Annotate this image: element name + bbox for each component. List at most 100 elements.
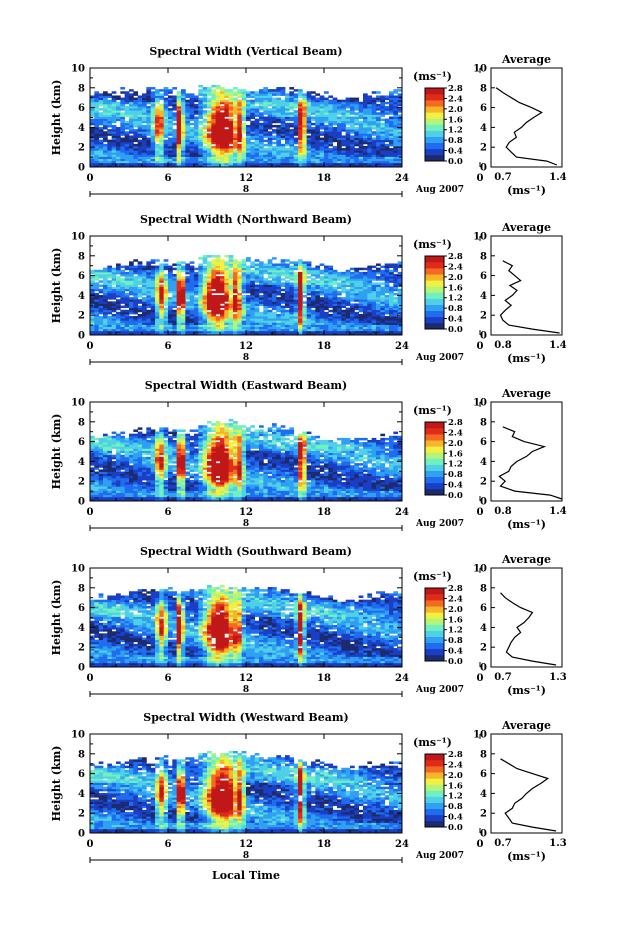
heatmap-cell <box>385 119 390 122</box>
average-title: Average <box>501 221 551 234</box>
heatmap-cell <box>324 266 329 269</box>
heatmap-cell <box>389 117 394 120</box>
colorbar-tick-label: 1.6 <box>448 115 463 125</box>
heatmap-cell <box>94 91 99 94</box>
heatmap-cell <box>99 270 104 273</box>
colorbar-swatch <box>425 106 444 112</box>
heatmap-cell <box>229 270 234 273</box>
x-tick-label: 12 <box>239 173 253 184</box>
heatmap-cell <box>185 276 190 279</box>
heatmap-cell <box>151 87 156 90</box>
average-x-tick-label: 1.4 <box>549 340 566 351</box>
heatmap-cell <box>272 263 277 266</box>
heatmap-cell <box>224 129 229 132</box>
average-unit: (ms⁻¹) <box>507 352 546 365</box>
heatmap-cell <box>302 295 307 298</box>
heatmap-cell <box>333 287 338 290</box>
heatmap-cell <box>250 91 255 94</box>
heatmap-cell <box>203 131 208 134</box>
heatmap-cell <box>346 270 351 273</box>
colorbar-tick-label: 0.4 <box>448 315 463 325</box>
heatmap-cell <box>112 287 117 290</box>
heatmap-cell <box>164 308 169 311</box>
colorbar-swatch <box>425 286 444 292</box>
heatmap-cell <box>181 266 186 269</box>
heatmap-cell <box>151 266 156 269</box>
heatmap-cell <box>190 266 195 269</box>
heatmap-cell <box>120 266 125 269</box>
heatmap-cell <box>268 310 273 313</box>
average-y-tick-label: 2 <box>480 311 487 322</box>
heatmap-cell <box>259 89 264 92</box>
heatmap-cell <box>99 289 104 292</box>
day-label: 8 <box>243 353 249 363</box>
heatmap-cell <box>198 89 203 92</box>
heatmap-cell <box>341 310 346 313</box>
heatmap-cell <box>315 93 320 96</box>
heatmap-cell <box>164 259 169 262</box>
heatmap-cell <box>372 138 377 141</box>
heatmap-cell <box>372 131 377 134</box>
heatmap-cell <box>168 108 173 111</box>
heatmap-cell <box>229 119 234 122</box>
heatmap-cell <box>372 98 377 101</box>
heatmap-cell <box>359 268 364 271</box>
heatmap-cell <box>116 299 121 302</box>
heatmap-cell <box>263 140 268 143</box>
heatmap-cell <box>298 100 303 103</box>
heatmap-cell <box>172 95 177 98</box>
heatmap-cell <box>328 95 333 98</box>
heatmap-cell <box>285 280 290 283</box>
heatmap-cell <box>289 87 294 90</box>
heatmap-cell <box>207 261 212 264</box>
heatmap-cell <box>350 272 355 275</box>
heatmap-cell <box>164 274 169 277</box>
colorbar-swatch <box>425 311 444 317</box>
heatmap-cell <box>207 110 212 113</box>
heatmap-cell <box>142 125 147 128</box>
heatmap-cell <box>164 87 169 90</box>
heatmap-cell <box>311 310 316 313</box>
heatmap-cell <box>233 295 238 298</box>
colorbar-tick-label: 1.2 <box>448 126 463 136</box>
heatmap-cell <box>155 89 160 92</box>
heatmap-cell <box>194 297 199 300</box>
heatmap-cell <box>385 316 390 319</box>
heatmap-cell <box>341 297 346 300</box>
heatmap-cell <box>207 87 212 90</box>
heatmap-cell <box>276 297 281 300</box>
heatmap-cell <box>346 308 351 311</box>
heatmap-cell <box>142 93 147 96</box>
heatmap-cell <box>229 146 234 149</box>
heatmap-cell <box>311 95 316 98</box>
heatmap-cell <box>90 467 95 470</box>
colorbar-swatch <box>425 125 444 131</box>
y-tick-label: 8 <box>78 251 85 262</box>
heatmap-cell <box>259 312 264 315</box>
heatmap-cell <box>285 148 290 151</box>
heatmap-cell <box>268 280 273 283</box>
heatmap-cell <box>350 135 355 138</box>
heatmap-cell <box>367 95 372 98</box>
colorbar-swatch <box>425 131 444 137</box>
heatmap-cell <box>259 123 264 126</box>
heatmap-cell <box>337 291 342 294</box>
heatmap-cell <box>138 306 143 309</box>
heatmap-cell <box>138 261 143 264</box>
heatmap-cell <box>168 138 173 141</box>
heatmap-cell <box>328 310 333 313</box>
colorbar-tick-label: 0.4 <box>448 147 463 157</box>
x-tick-label: 0 <box>87 341 94 352</box>
heatmap-cell <box>177 261 182 264</box>
heatmap-cell <box>307 280 312 283</box>
heatmap-cell <box>190 123 195 126</box>
average-frame <box>491 236 562 335</box>
heatmap-cell <box>268 131 273 134</box>
heatmap-cell <box>311 278 316 281</box>
heatmap-cell <box>120 310 125 313</box>
heatmap-cell <box>341 100 346 103</box>
x-tick-label: 18 <box>317 173 331 184</box>
heatmap-cell <box>203 146 208 149</box>
average-profile-line <box>501 261 560 333</box>
heatmap-cell <box>146 87 151 90</box>
